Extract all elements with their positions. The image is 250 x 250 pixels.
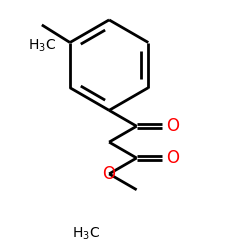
Text: H$_3$C: H$_3$C xyxy=(28,37,56,54)
Text: O: O xyxy=(102,165,116,183)
Text: O: O xyxy=(166,149,179,167)
Text: H$_3$C: H$_3$C xyxy=(72,226,101,242)
Text: O: O xyxy=(166,117,179,135)
